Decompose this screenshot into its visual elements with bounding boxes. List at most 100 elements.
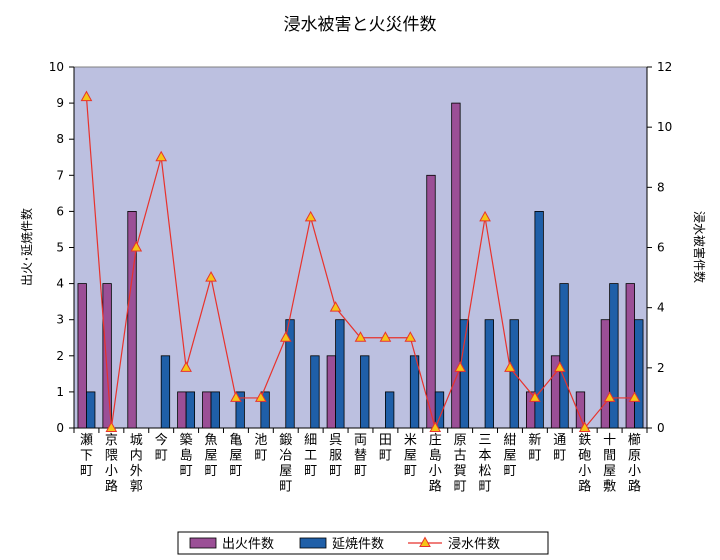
x-category-label: 紺屋町 (503, 433, 516, 479)
y-left-tick-label: 0 (56, 421, 64, 435)
flood-marker (329, 301, 342, 312)
bar-spread (434, 391, 445, 429)
flood-marker (529, 391, 541, 402)
flood-marker (230, 391, 242, 402)
flood-marker (578, 421, 591, 432)
y-left-tick-label: 3 (56, 313, 64, 327)
legend-marker (419, 536, 431, 547)
plot-area: 012345678910024681012瀬下町京隈小路城内外郭今町築島町魚屋町… (49, 60, 673, 495)
bar-fire (202, 391, 212, 429)
bar-spread (484, 319, 494, 429)
flood-marker (105, 421, 118, 432)
bar-fire (127, 210, 137, 429)
x-category-label: 庄島小路 (429, 432, 442, 495)
x-category-label: 新町 (528, 432, 541, 464)
x-category-label: 十間屋敷 (603, 433, 616, 495)
y-left-tick-label: 7 (56, 168, 64, 182)
x-category-label: 池町 (254, 433, 267, 464)
bar-spread (609, 283, 619, 429)
bar-spread (409, 355, 420, 429)
flood-marker (80, 90, 93, 102)
legend-label: 延焼件数 (332, 537, 384, 552)
flood-marker (553, 361, 566, 372)
y-left-tick-label: 6 (56, 204, 64, 218)
y-left-tick-label: 9 (56, 96, 64, 110)
y-left-tick-label: 1 (56, 385, 64, 399)
flood-marker (354, 331, 367, 342)
y-left-tick-label: 5 (56, 241, 64, 255)
bar-spread (260, 391, 270, 429)
bar-fire (426, 174, 436, 429)
flood-marker (180, 361, 192, 372)
y-left-tick-label: 4 (56, 277, 64, 291)
bar-spread (185, 391, 196, 429)
flood-marker (603, 391, 616, 402)
bar-fire (77, 283, 87, 429)
bar-fire (102, 283, 112, 429)
x-category-label: 櫛原小路 (628, 433, 641, 495)
legend-label: 出火件数 (222, 537, 274, 552)
x-category-label: 京隈小路 (105, 433, 118, 495)
x-category-label: 両替町 (354, 433, 367, 479)
bar-spread (534, 210, 544, 429)
x-category-label: 魚屋町 (205, 433, 218, 479)
x-category-label: 呉服町 (329, 433, 342, 479)
bar-spread (459, 319, 470, 429)
x-category-label: 瀬下町 (80, 433, 93, 479)
x-category-label: 通町 (553, 433, 566, 464)
bar-fire (451, 102, 461, 429)
x-category-label: 鉄砲小路 (578, 433, 591, 495)
y-right-tick-label: 2 (657, 361, 665, 375)
y-right-tick-label: 6 (657, 241, 665, 255)
flood-marker (628, 391, 641, 402)
y-axis-right-label: 浸水被害件数 (692, 211, 707, 283)
bar-fire (326, 355, 336, 429)
bar-fire (177, 391, 187, 429)
bar-spread (634, 319, 644, 429)
x-category-label: 田町 (379, 433, 392, 464)
y-right-tick-label: 12 (657, 60, 672, 74)
flood-marker (279, 331, 292, 342)
y-right-tick-label: 4 (657, 301, 665, 315)
x-category-label: 今町 (155, 432, 168, 464)
legend-label: 浸水件数 (448, 537, 500, 552)
legend-swatch (299, 537, 327, 549)
bar-spread (210, 391, 220, 429)
x-category-label: 鍛冶屋町 (279, 433, 292, 495)
flood-marker (155, 150, 168, 162)
bar-spread (310, 355, 320, 429)
flood-marker (379, 331, 392, 342)
bar-spread (86, 391, 96, 429)
flood-marker (130, 240, 143, 252)
y-axis-left-label: 出火･延焼件数 (19, 208, 34, 286)
flood-marker (479, 210, 491, 222)
x-category-label: 細工町 (304, 433, 317, 479)
flood-marker (404, 331, 417, 342)
bar-spread (335, 319, 345, 429)
x-category-label: 城内外郭 (130, 433, 143, 495)
legend-swatch (189, 537, 217, 549)
flood-marker (429, 421, 442, 432)
flood-marker (504, 361, 516, 372)
y-left-tick-label: 8 (56, 132, 64, 146)
y-right-tick-label: 0 (657, 421, 665, 435)
y-right-tick-label: 8 (657, 180, 665, 194)
x-category-label: 三本松町 (479, 433, 492, 495)
bar-spread (559, 283, 569, 429)
x-category-label: 原古賀町 (454, 433, 467, 495)
bar-spread (235, 391, 245, 429)
y-left-tick-label: 2 (56, 349, 64, 363)
bar-fire (625, 283, 635, 429)
bar-spread (385, 391, 395, 429)
bar-fire (600, 319, 611, 429)
x-category-label: 米屋町 (404, 433, 417, 479)
x-category-label: 亀屋町 (229, 433, 242, 479)
bar-fire (575, 391, 586, 429)
y-left-tick-label: 10 (49, 60, 64, 74)
bar-spread (160, 355, 171, 429)
legend-box (177, 531, 549, 555)
bar-spread (360, 355, 370, 429)
y-right-tick-label: 10 (657, 120, 672, 134)
